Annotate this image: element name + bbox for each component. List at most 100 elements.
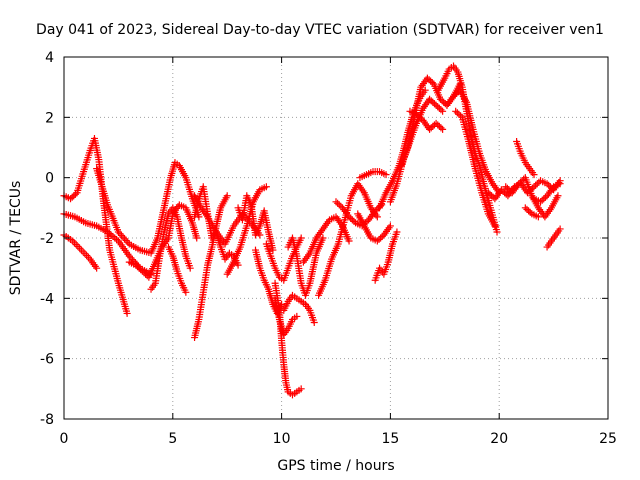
- data-point: [502, 183, 510, 191]
- data-point: [135, 264, 143, 272]
- series-arc-28: [406, 107, 447, 133]
- x-tick-label: 15: [381, 431, 399, 447]
- data-point: [414, 112, 422, 120]
- y-tick-label: 4: [45, 50, 54, 66]
- data-point: [453, 109, 461, 117]
- data-point: [297, 385, 305, 393]
- series-arc-7: [164, 243, 190, 296]
- data-point: [118, 231, 126, 239]
- data-point: [310, 318, 318, 326]
- x-tick-label: 25: [599, 431, 617, 447]
- data-point: [76, 244, 84, 252]
- x-tick-label: 20: [490, 431, 508, 447]
- x-tick-labels: 0 5 10 15 20 25: [60, 431, 617, 447]
- data-point: [543, 180, 551, 188]
- data-point: [332, 198, 340, 206]
- data-point: [348, 216, 356, 224]
- data-point: [436, 95, 444, 103]
- data-point: [453, 89, 461, 97]
- data-point: [347, 214, 355, 222]
- series-arc-4: [93, 159, 203, 257]
- data-point: [67, 195, 75, 203]
- data-point: [262, 183, 270, 191]
- data-point: [516, 178, 524, 186]
- data-point: [127, 254, 135, 262]
- data-point: [68, 193, 76, 201]
- data-point: [137, 266, 145, 274]
- data-point: [378, 232, 386, 240]
- data-point: [493, 228, 501, 236]
- data-point: [540, 195, 548, 203]
- data-point: [457, 112, 465, 120]
- data-point: [426, 95, 434, 103]
- data-point: [440, 98, 448, 106]
- data-point: [81, 250, 89, 258]
- data-point: [269, 246, 277, 254]
- series-arc-20: [315, 180, 381, 299]
- data-point: [423, 74, 431, 82]
- data-point: [427, 97, 435, 105]
- series-arc-17: [280, 291, 318, 326]
- data-point: [138, 267, 146, 275]
- data-point: [133, 263, 141, 271]
- chart-title: Day 041 of 2023, Sidereal Day-to-day VTE…: [36, 22, 604, 38]
- data-point: [491, 222, 499, 230]
- data-point: [83, 251, 91, 259]
- series-arc-12: [234, 192, 277, 254]
- data-point: [434, 121, 442, 129]
- data-point: [72, 241, 80, 249]
- data-point: [70, 192, 78, 200]
- data-point: [234, 261, 242, 269]
- data-point: [426, 125, 434, 133]
- series-arc-33: [502, 174, 562, 221]
- series-arc-36: [521, 204, 542, 221]
- data-point: [541, 193, 549, 201]
- data-point: [428, 79, 436, 87]
- data-point: [345, 237, 353, 245]
- data-point: [119, 233, 127, 241]
- data-point: [319, 234, 327, 242]
- data-point: [114, 228, 122, 236]
- y-tick-label: 0: [45, 171, 54, 187]
- series-arc-30: [443, 86, 503, 197]
- data-point: [437, 124, 445, 132]
- data-point: [435, 104, 443, 112]
- data-point: [521, 204, 529, 212]
- data-point: [427, 77, 435, 85]
- data-point: [116, 230, 124, 238]
- data-point: [429, 98, 437, 106]
- data-point: [437, 106, 445, 114]
- data-point: [503, 184, 511, 192]
- data-point: [416, 113, 424, 121]
- y-tick-label: 2: [45, 110, 54, 126]
- data-point: [518, 177, 526, 185]
- data-point: [382, 171, 390, 179]
- y-tick-label: -6: [40, 352, 54, 368]
- series-arc-24: [371, 228, 401, 284]
- data-point: [523, 205, 531, 213]
- data-point: [375, 236, 383, 244]
- series-arc-16: [271, 294, 301, 339]
- data-point: [526, 208, 534, 216]
- data-point: [123, 309, 131, 317]
- data-point: [429, 122, 437, 130]
- data-point: [122, 237, 130, 245]
- data-point: [497, 186, 505, 194]
- data-point: [373, 213, 381, 221]
- data-point: [488, 192, 496, 200]
- series-arc-25: [376, 86, 429, 212]
- series-arc-23: [356, 168, 390, 182]
- data-point: [71, 190, 79, 198]
- data-point: [386, 222, 394, 230]
- data-point: [538, 196, 546, 204]
- data-point: [421, 86, 429, 94]
- data-point: [297, 234, 305, 242]
- data-point: [533, 180, 541, 188]
- data-point: [79, 248, 87, 256]
- data-point: [455, 110, 463, 118]
- data-point: [121, 235, 129, 243]
- series-arc-31: [452, 107, 499, 230]
- data-point: [532, 181, 540, 189]
- data-point: [486, 190, 494, 198]
